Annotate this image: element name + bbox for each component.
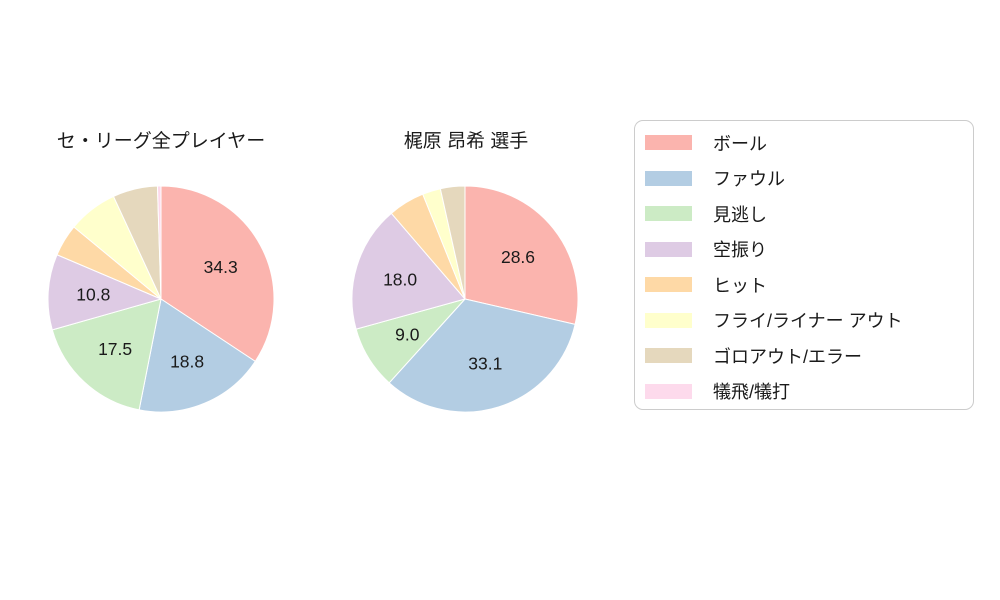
legend-swatch-icon (645, 312, 692, 328)
legend-item-3: 空振り (645, 232, 973, 268)
legend-label: ヒット (713, 275, 767, 296)
legend-item-1: ファウル (645, 161, 973, 197)
pie-slice-0 (464, 185, 579, 325)
pie-value-label: 10.8 (76, 285, 110, 305)
chart-title-player: 梶原 昂希 選手 (403, 131, 529, 152)
pie-chart-league: 34.3 18.8 17.5 10.8 (47, 185, 275, 413)
legend-label: ファウル (713, 169, 785, 190)
legend-item-2: 見逃し (645, 196, 973, 232)
pie-value-label: 18.0 (383, 269, 417, 289)
legend-label: ボール (713, 133, 767, 154)
pie-slice-1 (388, 298, 576, 413)
pie-slice-1 (138, 298, 256, 413)
pie-value-label: 34.3 (204, 257, 238, 277)
pie-slice-6 (439, 185, 466, 300)
pie-value-label: 17.5 (98, 339, 132, 359)
legend-label: フライ/ライナー アウト (713, 311, 903, 332)
legend-swatch-icon (645, 383, 692, 399)
legend-label: 空振り (713, 240, 767, 261)
legend-swatch-icon (645, 206, 692, 222)
legend: ボールファウル見逃し空振りヒットフライ/ライナー アウト ゴロアウト/エラー 犠飛/… (634, 120, 974, 410)
pie-slice-3 (351, 212, 466, 330)
pie-value-label: 9.0 (395, 325, 420, 345)
legend-item-7: 犠飛/犠打 (645, 374, 973, 410)
legend-item-5: フライ/ライナー アウト (645, 303, 973, 339)
legend-label: 犠飛/犠打 (713, 382, 791, 403)
pie-value-label: 28.6 (501, 247, 535, 267)
legend-item-0: ボール (645, 125, 973, 161)
legend-label: ゴロアウト/エラー (713, 346, 863, 367)
chart-title-league: セ・リーグ全プレイヤー (56, 131, 266, 152)
legend-swatch-icon (645, 348, 692, 364)
legend-swatch-icon (645, 277, 692, 293)
pie-slice-7 (156, 185, 162, 300)
pie-slice-2 (51, 298, 162, 411)
pie-value-label: 18.8 (170, 352, 204, 372)
pie-slice-3 (47, 254, 162, 331)
pie-chart-player: 28.6 33.1 9.0 18.0 (351, 185, 579, 413)
pie-value-label: 33.1 (468, 354, 502, 374)
legend-swatch-icon (645, 170, 692, 186)
legend-item-6: ゴロアウト/エラー (645, 338, 973, 374)
legend-swatch-icon (645, 241, 692, 257)
legend-item-4: ヒット (645, 267, 973, 303)
legend-label: 見逃し (713, 204, 767, 225)
legend-swatch-icon (645, 135, 692, 151)
